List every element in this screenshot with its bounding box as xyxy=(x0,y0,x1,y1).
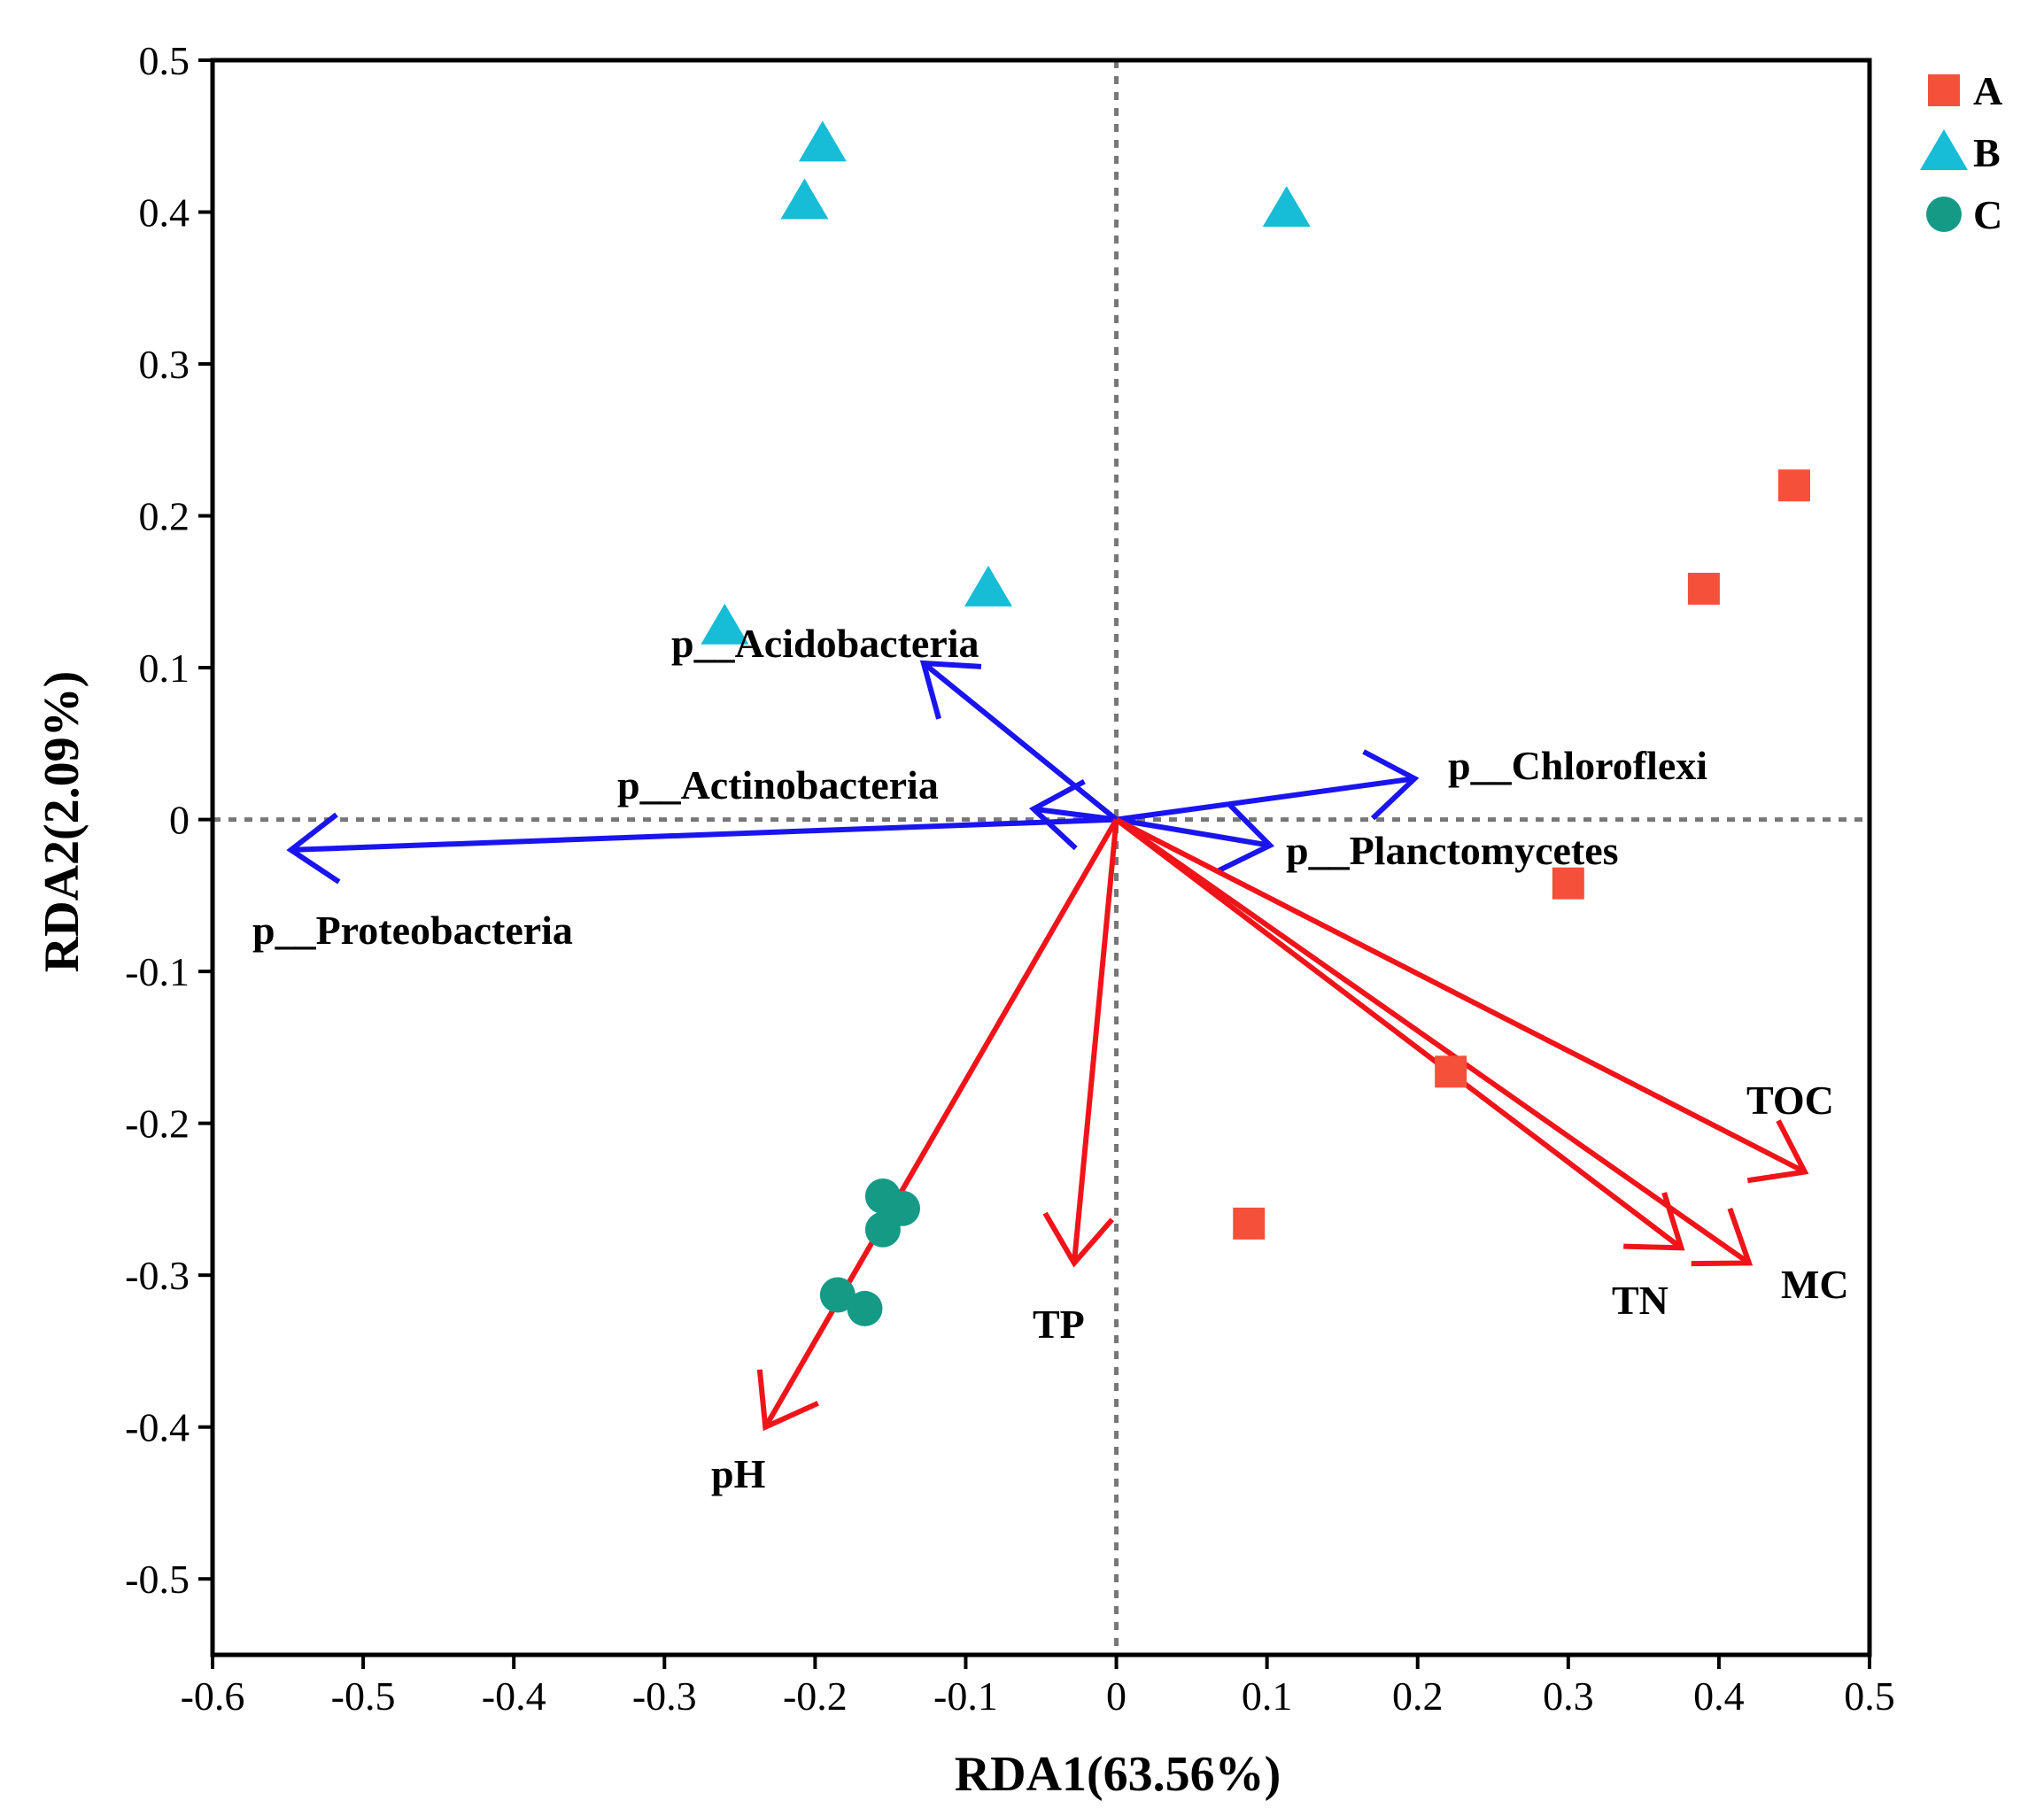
species-arrow xyxy=(1116,749,1420,823)
y-tick-label: 0.1 xyxy=(139,645,190,691)
arrow-labels: p__Acidobacteria p__Actinobacteria p__Prot… xyxy=(252,621,1849,1496)
species-arrow-label: p__Actinobacteria xyxy=(617,762,939,808)
point-b xyxy=(701,603,749,645)
plot-frame xyxy=(210,58,1872,1658)
legend-label: C xyxy=(1973,192,2002,237)
environment-arrow-label: pH xyxy=(711,1451,766,1496)
x-tick-label: 0.1 xyxy=(1242,1673,1293,1719)
y-tick-label: -0.3 xyxy=(125,1253,190,1298)
environment-arrow xyxy=(756,818,1119,1432)
x-axis: -0.6 -0.5 -0.4 -0.3 -0.2 -0.1 0 0.1 0.2 0.3 0.4 0.5 xyxy=(181,1655,1895,1719)
x-tick-label: 0.5 xyxy=(1844,1673,1895,1719)
y-axis-title: RDA2(2.09%) xyxy=(35,671,89,973)
x-tick-label: 0.3 xyxy=(1543,1673,1594,1719)
point-b xyxy=(798,120,847,162)
reference-lines xyxy=(213,60,1870,1655)
point-c xyxy=(847,1290,883,1326)
y-tick-label: -0.5 xyxy=(125,1557,190,1602)
x-tick-label: -0.2 xyxy=(783,1673,848,1719)
y-tick-label: 0.5 xyxy=(139,38,190,83)
species-arrow xyxy=(1116,802,1275,874)
point-a xyxy=(1233,1207,1266,1240)
x-tick-label: -0.4 xyxy=(482,1673,546,1719)
legend: ABC xyxy=(1920,68,2002,237)
x-tick-label: 0.4 xyxy=(1693,1673,1745,1719)
x-tick-label: 0.2 xyxy=(1392,1673,1444,1719)
x-tick-label: -0.1 xyxy=(933,1673,998,1719)
y-tick-label: 0.4 xyxy=(139,190,190,236)
point-a xyxy=(1552,867,1584,900)
environment-arrow xyxy=(1042,819,1119,1268)
y-axis: 0.5 0.4 0.3 0.2 0.1 0 -0.1 -0.2 -0.3 -0.4 -0.5 xyxy=(125,38,213,1602)
y-tick-label: 0 xyxy=(169,798,190,843)
x-tick-label: -0.5 xyxy=(331,1673,396,1719)
y-tick-label: 0.2 xyxy=(139,494,190,539)
species-arrow xyxy=(286,812,1117,885)
species-arrow-label: p__Chloroflexi xyxy=(1448,743,1707,788)
environment-arrow xyxy=(1114,817,1754,1267)
legend-label: B xyxy=(1973,130,2001,175)
point-a xyxy=(1687,572,1720,605)
environment-arrow-label: TN xyxy=(1612,1278,1668,1323)
point-b xyxy=(1262,186,1311,228)
point-b xyxy=(780,178,829,220)
y-tick-label: -0.1 xyxy=(125,949,190,994)
species-arrow xyxy=(919,660,1119,822)
point-a xyxy=(1777,469,1810,502)
environment-arrows xyxy=(756,816,1809,1432)
x-tick-label: -0.6 xyxy=(181,1673,245,1719)
point-c xyxy=(819,1277,856,1313)
species-arrows xyxy=(286,660,1420,885)
x-tick-label: -0.3 xyxy=(632,1673,697,1719)
environment-arrow xyxy=(1115,816,1809,1184)
x-tick-label: 0 xyxy=(1106,1673,1127,1719)
point-a xyxy=(1435,1055,1467,1088)
environment-arrow-label: MC xyxy=(1781,1262,1849,1307)
point-c xyxy=(864,1211,901,1248)
species-arrow-label: p__Proteobacteria xyxy=(252,908,573,953)
x-axis-title: RDA1(63.56%) xyxy=(955,1747,1281,1802)
y-tick-label: 0.3 xyxy=(139,342,190,387)
legend-marker-b xyxy=(1920,129,1968,170)
species-arrow-label: p__Planctomycetes xyxy=(1286,828,1619,873)
y-tick-label: -0.2 xyxy=(125,1101,190,1147)
legend-marker-a xyxy=(1928,74,1960,106)
y-tick-label: -0.4 xyxy=(125,1405,190,1450)
environment-arrow-label: TOC xyxy=(1746,1078,1834,1123)
environment-arrow xyxy=(1114,817,1685,1251)
environment-arrow-label: TP xyxy=(1033,1302,1085,1347)
legend-marker-c xyxy=(1926,197,1962,232)
point-b xyxy=(964,565,1012,607)
legend-label: A xyxy=(1973,68,2002,113)
sample-points xyxy=(701,120,1810,1326)
species-arrow-label: p__Acidobacteria xyxy=(671,621,979,666)
